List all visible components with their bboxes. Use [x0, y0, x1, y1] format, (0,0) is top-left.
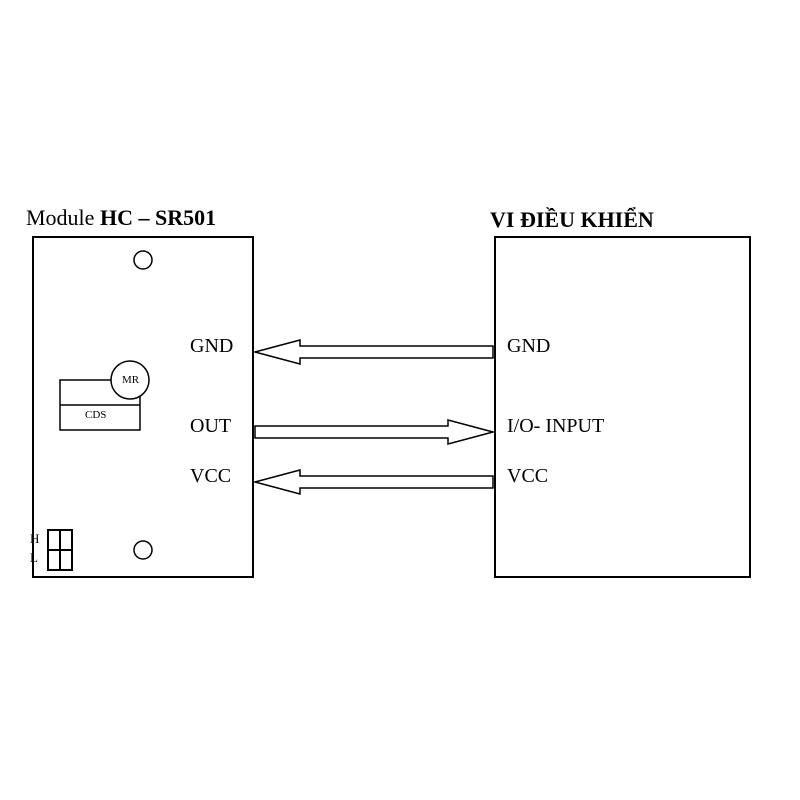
pin-left-gnd: GND [190, 335, 233, 358]
mounting-hole-top [134, 251, 152, 269]
pin-right-io: I/O- INPUT [507, 415, 604, 438]
hl-label-l: L [30, 550, 38, 566]
pin-right-gnd: GND [507, 335, 550, 358]
pin-left-out: OUT [190, 415, 231, 438]
cds-label: CDS [85, 409, 106, 421]
pin-left-vcc: VCC [190, 465, 231, 488]
pin-right-vcc: VCC [507, 465, 548, 488]
arrow-2 [255, 470, 493, 494]
hl-label-h: H [30, 531, 39, 547]
wiring-diagram: MR CDS [0, 0, 800, 800]
arrow-1 [255, 420, 493, 444]
arrow-0 [255, 340, 493, 364]
mounting-hole-bottom [134, 541, 152, 559]
mr-label: MR [122, 374, 140, 386]
controller-box [495, 237, 750, 577]
module-title-bold: HC – SR501 [100, 205, 216, 230]
module-title-prefix: Module [26, 205, 100, 230]
module-title: Module HC – SR501 [26, 205, 216, 231]
controller-title: VI ĐIỀU KHIỂN [490, 207, 654, 233]
